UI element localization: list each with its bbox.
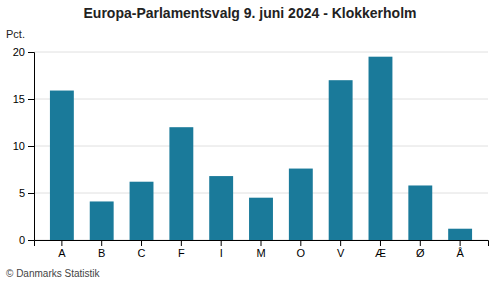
x-tick-label: V [337, 247, 345, 259]
y-axis-label: Pct. [6, 28, 25, 40]
bar [369, 57, 393, 240]
x-tick-mark [460, 240, 461, 246]
bar [169, 127, 193, 240]
bar [448, 229, 472, 240]
x-tick-mark [141, 240, 142, 246]
x-tick-mark [181, 240, 182, 246]
x-tick-label: O [297, 247, 306, 259]
x-tick-mark [420, 240, 421, 246]
x-tick: M [256, 240, 265, 259]
x-tick: V [337, 240, 345, 259]
bar [90, 201, 114, 240]
x-tick-label: Å [456, 247, 464, 259]
y-tick-label: 10 [13, 140, 25, 152]
y-tick-mark [28, 193, 34, 194]
x-tick: F [178, 240, 185, 259]
grid-line [34, 146, 488, 147]
annotation: © Danmarks Statistik [6, 268, 101, 279]
x-tick-mark [101, 240, 102, 246]
bar [50, 91, 74, 240]
x-axis: ABCFIMOVÆØÅ [35, 240, 489, 259]
y-axis-line [28, 53, 35, 241]
x-tick: Å [456, 240, 464, 259]
x-tick-label: B [98, 247, 105, 259]
bar [130, 182, 154, 240]
grid [34, 52, 488, 240]
chart-svg: Europa-Parlamentsvalg 9. juni 2024 - Klo… [0, 0, 500, 282]
x-tick-label: Æ [375, 247, 386, 259]
bars [50, 57, 472, 240]
x-tick: Æ [375, 240, 386, 259]
x-tick-label: C [138, 247, 146, 259]
x-tick: I [220, 240, 223, 259]
x-tick-label: A [58, 247, 66, 259]
bar [329, 80, 353, 240]
bar [209, 176, 233, 240]
x-tick-label: I [220, 247, 223, 259]
y-tick: 20 [13, 46, 34, 58]
bar [289, 169, 313, 240]
y-tick: 5 [19, 187, 34, 199]
y-tick: 10 [13, 140, 34, 152]
y-tick-mark [28, 52, 34, 53]
x-tick: A [58, 240, 66, 259]
y-tick-mark [28, 99, 34, 100]
y-tick-label: 5 [19, 187, 25, 199]
x-tick: O [297, 240, 306, 259]
x-axis-line [35, 241, 489, 247]
bar [408, 185, 432, 240]
x-tick-mark [261, 240, 262, 246]
x-tick-mark [380, 240, 381, 246]
x-tick-mark [300, 240, 301, 246]
x-tick-mark [61, 240, 62, 246]
x-tick: B [98, 240, 105, 259]
x-tick-mark [221, 240, 222, 246]
x-tick-label: Ø [416, 247, 425, 259]
y-tick: 0 [19, 234, 34, 246]
x-tick-label: M [256, 247, 265, 259]
y-tick-mark [28, 240, 34, 241]
y-tick-label: 15 [13, 93, 25, 105]
x-tick-mark [340, 240, 341, 246]
grid-line [34, 52, 488, 53]
chart-container: Europa-Parlamentsvalg 9. juni 2024 - Klo… [0, 0, 500, 282]
grid-line [34, 99, 488, 100]
plot-area: A B C F I M O V Æ Ø Å 0 5 10 15 20 [13, 46, 489, 259]
chart-title: Europa-Parlamentsvalg 9. juni 2024 - Klo… [84, 5, 417, 21]
x-tick: Ø [416, 240, 425, 259]
y-tick-label: 0 [19, 234, 25, 246]
y-axis: 0 5 10 15 20 [13, 46, 35, 246]
bar [249, 198, 273, 240]
y-tick: 15 [13, 93, 34, 105]
y-tick-mark [28, 146, 34, 147]
x-tick-label: F [178, 247, 185, 259]
y-tick-label: 20 [13, 46, 25, 58]
x-tick: C [138, 240, 146, 259]
